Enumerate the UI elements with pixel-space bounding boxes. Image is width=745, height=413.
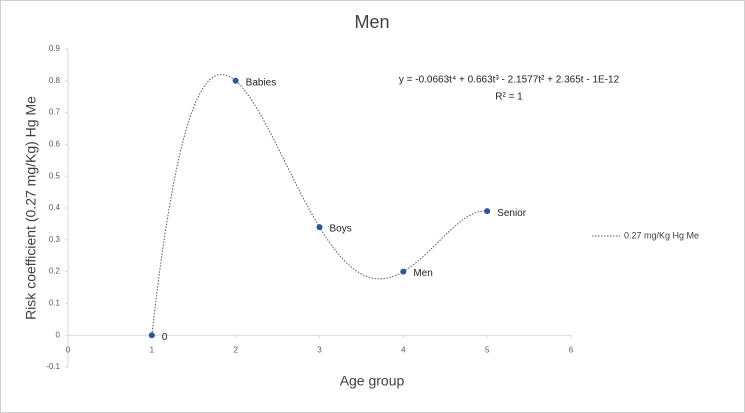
- data-label: Babies: [246, 77, 277, 88]
- y-tick-label: 0: [56, 330, 61, 339]
- x-tick-label: 6: [569, 345, 574, 354]
- y-tick-label: 0.2: [49, 267, 61, 276]
- y-tick-label: 0.9: [49, 44, 61, 53]
- x-axis-label: Age group: [340, 373, 405, 389]
- data-point: [484, 208, 491, 215]
- legend-label: 0.27 mg/Kg Hg Me: [624, 230, 699, 240]
- y-axis-label: Risk coefficient (0.27 mg/Kg) Hg Me: [23, 96, 39, 320]
- data-point: [316, 224, 323, 231]
- data-point: [148, 332, 155, 339]
- chart-title: Men: [354, 12, 389, 32]
- y-tick-label: 0.4: [49, 203, 61, 212]
- y-tick-label: -0.1: [46, 362, 60, 371]
- data-label: Senior: [497, 208, 527, 219]
- y-tick-label: 0.3: [49, 235, 61, 244]
- x-tick-label: 2: [233, 345, 238, 354]
- x-tick-label: 5: [485, 345, 490, 354]
- x-tick-label: 1: [150, 345, 155, 354]
- y-tick-label: 0.5: [49, 171, 61, 180]
- y-tick-label: 0.7: [49, 108, 61, 117]
- data-point: [400, 268, 407, 275]
- y-tick-label: 0.6: [49, 140, 61, 149]
- trendline-r-squared: R² = 1: [495, 92, 523, 103]
- data-label: Boys: [330, 224, 352, 235]
- x-tick-label: 0: [66, 345, 71, 354]
- x-tick-label: 3: [317, 345, 322, 354]
- y-tick-label: 0.1: [49, 299, 61, 308]
- data-point: [232, 77, 239, 84]
- data-label: 0: [162, 332, 168, 343]
- x-tick-label: 4: [401, 345, 406, 354]
- trendline-equation: y = -0.0663t⁴ + 0.663t³ - 2.1577t² + 2.3…: [399, 75, 620, 86]
- data-label: Men: [413, 268, 432, 279]
- y-tick-label: 0.8: [49, 76, 61, 85]
